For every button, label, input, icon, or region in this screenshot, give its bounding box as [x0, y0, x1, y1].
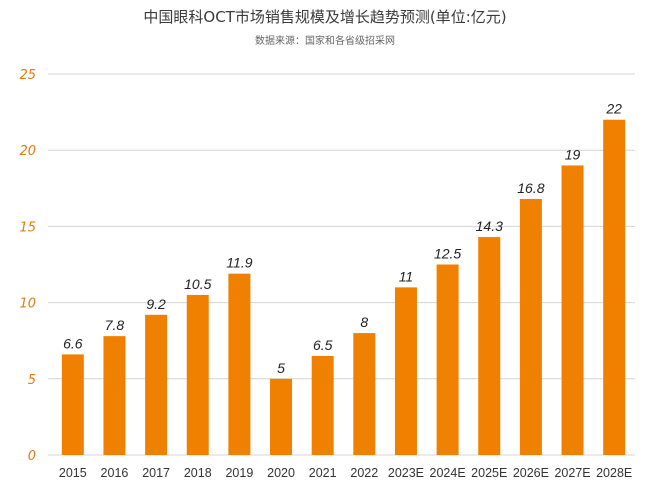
x-tick-label-2015: 2015 — [59, 466, 87, 480]
data-label-2019: 11.9 — [226, 255, 252, 271]
data-label-2026E: 16.8 — [517, 180, 544, 196]
data-label-2023E: 11 — [399, 268, 414, 284]
bar-2021 — [311, 355, 334, 455]
chart-title: 中国眼科OCT市场销售规模及增长趋势预测(单位:亿元) — [143, 8, 506, 26]
bar-2017 — [145, 314, 168, 455]
y-axis-ticks: 0 5 10 15 20 25 — [19, 68, 36, 464]
y-tick-label: 15 — [19, 220, 36, 235]
x-tick-label-2016: 2016 — [101, 466, 129, 480]
x-tick-label-2028E: 2028E — [596, 466, 632, 480]
data-labels: 6.6 7.8 9.2 10.5 11.9 5 6.5 8 11 12.5 14.3 16.8 19 22 — [63, 101, 622, 376]
x-tick-label-2021: 2021 — [309, 466, 337, 480]
chart-subtitle: 数据来源：国家和各省级招采网 — [255, 34, 395, 47]
x-tick-label-2018: 2018 — [184, 466, 212, 480]
x-tick-label-2026E: 2026E — [513, 466, 549, 480]
x-tick-label-2023E: 2023E — [388, 466, 424, 480]
bar-2022 — [353, 333, 376, 455]
data-label-2025E: 14.3 — [476, 218, 503, 234]
x-axis-ticks: 2015 2016 2017 2018 2019 2020 2021 2022 2023E 202… — [59, 466, 632, 480]
x-tick-label-2019: 2019 — [225, 466, 253, 480]
data-label-2024E: 12.5 — [434, 246, 461, 262]
y-tick-label: 0 — [28, 449, 36, 464]
bar-2018 — [186, 294, 209, 455]
x-tick-label-2025E: 2025E — [471, 466, 507, 480]
x-tick-label-2017: 2017 — [142, 466, 170, 480]
bars — [61, 119, 626, 455]
data-label-2018: 10.5 — [184, 276, 211, 292]
y-tick-label: 20 — [19, 144, 36, 159]
data-label-2028E: 22 — [605, 101, 622, 117]
bar-2020 — [270, 378, 293, 455]
y-tick-label: 25 — [19, 68, 36, 83]
bar-2015 — [61, 354, 84, 455]
data-label-2015: 6.6 — [63, 335, 83, 351]
x-tick-label-2024E: 2024E — [430, 466, 466, 480]
bar-2025E — [478, 237, 501, 455]
y-tick-label: 10 — [19, 297, 36, 312]
data-label-2021: 6.5 — [313, 337, 333, 353]
bar-2024E — [436, 264, 459, 455]
x-tick-label-2027E: 2027E — [554, 466, 590, 480]
x-tick-label-2022: 2022 — [350, 466, 378, 480]
data-label-2022: 8 — [360, 314, 368, 330]
data-label-2027E: 19 — [565, 146, 581, 162]
gridlines — [48, 73, 635, 456]
data-label-2017: 9.2 — [146, 296, 166, 312]
data-label-2020: 5 — [277, 360, 285, 376]
bar-2028E — [603, 119, 626, 455]
bar-2027E — [561, 165, 584, 455]
bar-2016 — [103, 336, 126, 455]
bar-2019 — [228, 273, 251, 455]
bar-2026E — [519, 198, 542, 455]
x-tick-label-2020: 2020 — [267, 466, 295, 480]
y-tick-label: 5 — [28, 373, 36, 388]
data-label-2016: 7.8 — [105, 317, 125, 333]
bar-2023E — [394, 287, 417, 455]
